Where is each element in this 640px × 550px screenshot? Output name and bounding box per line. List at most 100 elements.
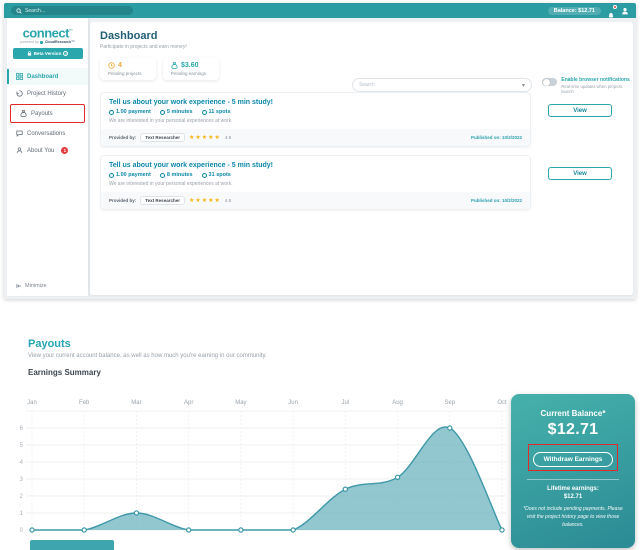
project-search-select[interactable]: Search ▾ (352, 78, 532, 92)
app-body: connect™ powered by CloudResearch™ Beta … (4, 18, 636, 299)
sidebar-item-payouts[interactable]: Payouts (11, 105, 84, 122)
project-title[interactable]: Tell us about your work experience - 5 m… (109, 99, 274, 106)
app-logo: connect™ powered by CloudResearch™ (7, 18, 88, 44)
lifetime-earnings-amount: $12.71 (563, 494, 583, 500)
sidebar-item-dashboard[interactable]: Dashboard (7, 68, 88, 86)
page-title: Dashboard (100, 30, 158, 42)
payment-icon (109, 172, 114, 178)
project-spots: 11 spots (208, 109, 231, 115)
balance-pill[interactable]: Balance: $12.71 (547, 6, 601, 15)
balance-card-title: Current Balance* (540, 409, 606, 418)
page-subtitle: Participate in projects and earn money! (100, 44, 187, 50)
chevron-down-icon: ▾ (521, 82, 525, 89)
project-meta: 1.00 payment 5 minutes 11 spots (109, 109, 522, 115)
lifetime-earnings-label: Lifetime earnings: (547, 486, 599, 492)
sidebar-item-label: Payouts (31, 110, 53, 117)
withdraw-earnings-button[interactable]: Withdraw Earnings (532, 452, 614, 467)
y-tick-label: 6 (20, 426, 24, 432)
minimize-label: Minimize (25, 283, 47, 289)
header-right-group: Balance: $12.71 (547, 4, 629, 19)
view-button[interactable]: View (548, 167, 612, 180)
lock-icon (27, 51, 31, 56)
history-icon (16, 90, 23, 97)
data-point[interactable] (185, 527, 192, 533)
data-point[interactable] (447, 425, 453, 431)
payment-icon (109, 109, 114, 115)
data-point[interactable] (81, 527, 87, 533)
sidebar-item-label: Project History (27, 90, 67, 97)
spots-icon (201, 109, 207, 115)
data-point[interactable] (290, 527, 296, 533)
dashboard-main-panel: Dashboard Participate in projects and ea… (90, 22, 633, 295)
pending-earnings-label: Pending earnings (171, 71, 207, 76)
sidebar-item-conversations[interactable]: Conversations (7, 125, 88, 142)
project-payment: 1.00 payment (116, 109, 151, 115)
project-payment: 1.00 payment (116, 172, 151, 178)
published-label: Published on: (470, 135, 501, 140)
stats-row: 4 Pending projects $3.60 Pending earn (100, 58, 623, 80)
payouts-money-icon (20, 110, 27, 118)
money-bag-icon (171, 62, 178, 69)
sidebar-item-label: Conversations (27, 130, 66, 137)
sidebar-nav: Dashboard Project History (7, 68, 88, 159)
month-label: Feb (79, 400, 90, 406)
minimize-button[interactable]: Minimize (16, 283, 47, 289)
star-rating-icons: ★★★★★ (188, 198, 221, 204)
person-icon (16, 147, 23, 154)
pending-projects-value: 4 (118, 62, 122, 69)
notifications-bell-button[interactable] (607, 4, 617, 19)
beta-version-badge[interactable]: Beta Version i (12, 48, 83, 60)
month-label: Mar (131, 400, 141, 406)
sidebar-item-label: About You (27, 147, 55, 154)
project-footer: Provided by: Text Researcher ★★★★★ 4.8 P… (101, 192, 530, 209)
search-icon (16, 7, 22, 14)
balance-footnote: *Does not include pending payments. Plea… (523, 506, 623, 528)
info-icon: i (63, 51, 69, 57)
provider-chip[interactable]: Text Researcher (140, 196, 185, 205)
user-avatar-icon[interactable] (621, 7, 629, 15)
notifications-toggle[interactable] (542, 78, 558, 86)
provided-by-label: Provided by: (109, 198, 137, 203)
provided-by-label: Provided by: (109, 135, 137, 140)
powered-by-line: powered by CloudResearch™ (7, 40, 88, 44)
header-search-placeholder: Search... (25, 7, 46, 14)
provider-chip[interactable]: Text Researcher (140, 133, 185, 142)
cloudresearch-logo-icon (40, 40, 44, 44)
header-search-input[interactable]: Search... (11, 6, 133, 15)
top-header-bar: Search... Balance: $12.71 (4, 3, 636, 19)
duration-icon (159, 109, 165, 115)
beta-badge-label: Beta Version (33, 51, 62, 57)
logo-text: connect (22, 25, 70, 41)
project-minutes: 5 minutes (166, 109, 193, 115)
month-label: Jan (27, 400, 37, 406)
pending-projects-label: Pending projects (108, 71, 142, 76)
data-point[interactable] (342, 486, 349, 492)
pending-earnings-stat: $3.60 Pending earnings (163, 58, 219, 80)
data-point[interactable] (499, 527, 505, 533)
notifications-toggle-label: Enable browser notifications (561, 77, 630, 83)
earnings-chart: 0 1 2 3 4 5 6 Jan Feb Mar Apr May Jun Jul Aug Sep Oct (16, 396, 508, 542)
y-tick-label: 2 (20, 494, 24, 500)
data-point[interactable] (238, 527, 244, 533)
pending-projects-stat: 4 Pending projects (100, 58, 156, 80)
project-row: Tell us about your work experience - 5 m… (100, 155, 623, 210)
toggle-knob (542, 78, 550, 86)
dashboard-grid-icon (16, 73, 23, 81)
data-point[interactable] (394, 474, 401, 481)
rating-value: 4.9 (224, 135, 232, 140)
view-button[interactable]: View (548, 104, 612, 117)
notification-badge (613, 4, 617, 9)
project-spots: 31 spots (208, 172, 231, 178)
month-label: Aug (392, 400, 403, 406)
notifications-toggle-group: Enable browser notifications Real-time u… (542, 77, 633, 94)
data-point[interactable] (29, 527, 35, 533)
project-title[interactable]: Tell us about your work experience - 5 m… (109, 162, 274, 169)
sidebar-item-project-history[interactable]: Project History (7, 85, 88, 102)
divider (527, 479, 619, 480)
balance-amount: $12.71 (547, 421, 599, 438)
about-you-badge: 1 (61, 147, 69, 155)
data-point[interactable] (133, 510, 140, 516)
sidebar-item-about-you[interactable]: About You 1 (7, 142, 88, 159)
month-label: Jun (288, 400, 298, 406)
project-meta: 1.00 payment 8 minutes 31 spots (109, 172, 522, 178)
